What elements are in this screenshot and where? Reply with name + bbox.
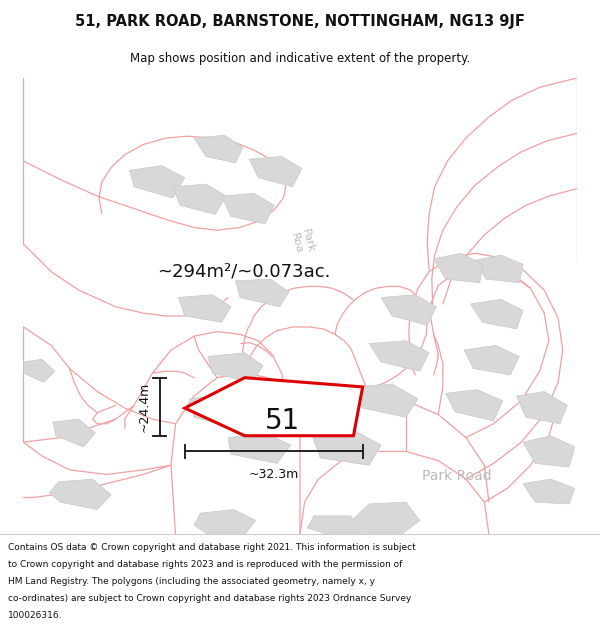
Text: 51, PARK ROAD, BARNSTONE, NOTTINGHAM, NG13 9JF: 51, PARK ROAD, BARNSTONE, NOTTINGHAM, NG… [75, 14, 525, 29]
Polygon shape [178, 295, 231, 322]
Text: ~294m²/~0.073ac.: ~294m²/~0.073ac. [157, 262, 331, 281]
Text: Park Road: Park Road [422, 469, 491, 483]
Polygon shape [517, 391, 567, 424]
Polygon shape [523, 479, 575, 504]
Polygon shape [221, 193, 274, 224]
Polygon shape [369, 341, 429, 371]
Text: Contains OS data © Crown copyright and database right 2021. This information is : Contains OS data © Crown copyright and d… [8, 543, 416, 552]
Polygon shape [473, 255, 523, 282]
Text: Park
Roa: Park Roa [288, 228, 316, 257]
Polygon shape [350, 384, 418, 418]
Polygon shape [23, 359, 55, 382]
Polygon shape [464, 346, 520, 375]
Polygon shape [190, 393, 252, 428]
Polygon shape [250, 156, 302, 187]
Polygon shape [49, 479, 111, 509]
Text: 51: 51 [265, 406, 301, 434]
Polygon shape [194, 135, 243, 163]
Polygon shape [194, 509, 256, 534]
Text: to Crown copyright and database rights 2023 and is reproduced with the permissio: to Crown copyright and database rights 2… [8, 560, 402, 569]
Polygon shape [235, 279, 289, 307]
Polygon shape [434, 253, 482, 282]
Polygon shape [353, 502, 420, 534]
Polygon shape [381, 295, 436, 325]
Text: co-ordinates) are subject to Crown copyright and database rights 2023 Ordnance S: co-ordinates) are subject to Crown copyr… [8, 594, 411, 602]
Polygon shape [470, 299, 523, 329]
Polygon shape [311, 430, 381, 465]
Text: ~32.3m: ~32.3m [248, 468, 299, 481]
Polygon shape [228, 433, 291, 463]
Polygon shape [185, 378, 362, 436]
Polygon shape [446, 389, 503, 421]
Text: HM Land Registry. The polygons (including the associated geometry, namely x, y: HM Land Registry. The polygons (includin… [8, 577, 375, 586]
Text: Map shows position and indicative extent of the property.: Map shows position and indicative extent… [130, 52, 470, 65]
Polygon shape [173, 184, 226, 214]
Polygon shape [208, 352, 263, 382]
Polygon shape [53, 419, 95, 447]
Polygon shape [523, 436, 575, 467]
Polygon shape [130, 166, 185, 198]
Text: ~24.4m: ~24.4m [137, 382, 151, 432]
Text: 100026316.: 100026316. [8, 611, 62, 619]
Polygon shape [307, 516, 362, 534]
